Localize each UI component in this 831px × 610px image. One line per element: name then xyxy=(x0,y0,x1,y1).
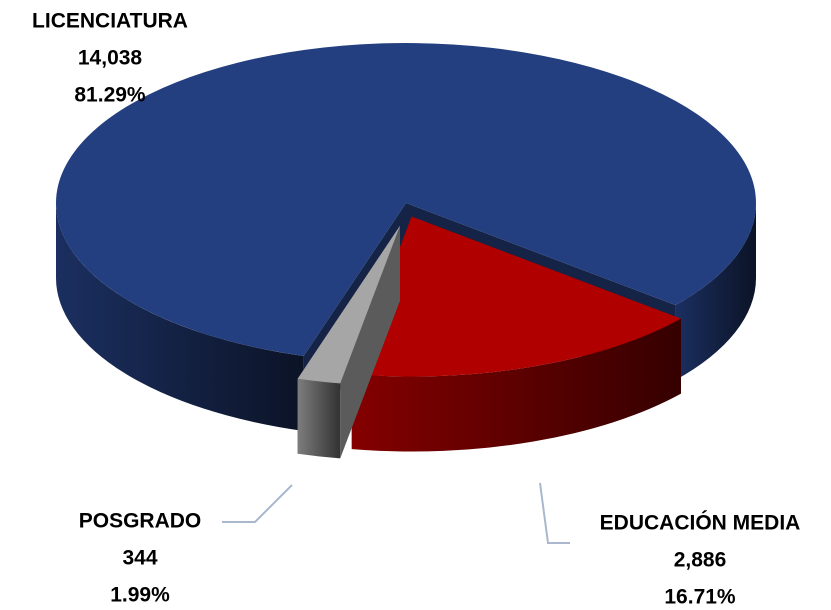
slice xyxy=(297,225,400,459)
slice-wall xyxy=(675,203,756,381)
value-label: 14,038 xyxy=(78,47,143,70)
category-label: POSGRADO xyxy=(79,510,202,533)
slice-top xyxy=(297,225,400,384)
leader-line xyxy=(539,482,570,544)
pie xyxy=(56,42,757,459)
slice-wall xyxy=(297,378,341,459)
percent-label: 1.99% xyxy=(110,584,170,607)
percent-label: 16.71% xyxy=(664,586,736,609)
slice-wall xyxy=(56,203,304,432)
slice-wall xyxy=(351,318,681,452)
percent-label: 81.29% xyxy=(74,84,146,107)
category-label: LICENCIATURA xyxy=(32,10,188,33)
value-label: 344 xyxy=(122,547,157,570)
slice-top xyxy=(56,42,757,357)
value-label: 2,886 xyxy=(674,549,727,572)
leader-line xyxy=(222,484,293,523)
category-label: EDUCACIÓN MEDIA xyxy=(600,511,801,535)
slice-top xyxy=(351,216,681,377)
